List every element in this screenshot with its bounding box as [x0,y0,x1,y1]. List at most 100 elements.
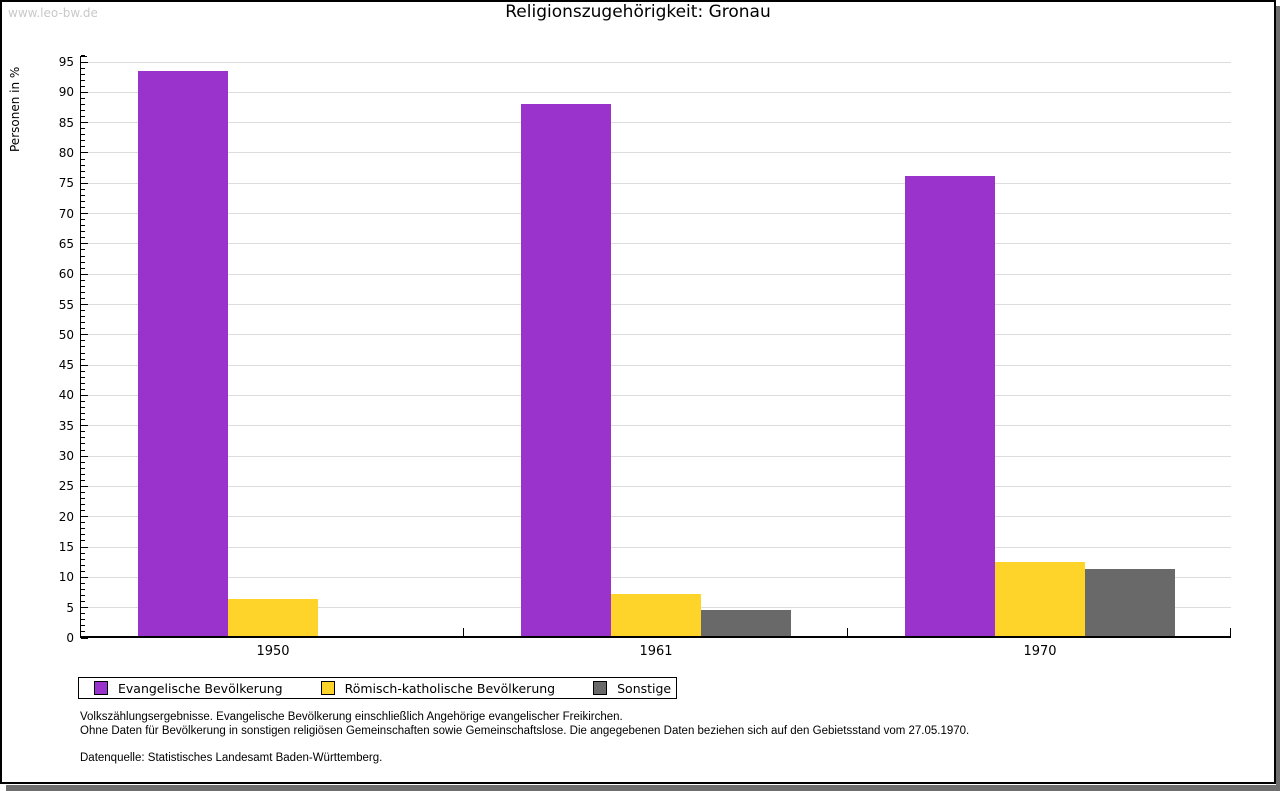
gridline-85 [81,122,1231,124]
bar-1970-series-0 [905,175,995,638]
frame-shadow-right [1276,6,1280,791]
legend-item-0: Evangelische Bevölkerung [94,681,283,696]
y-minor-tick-7 [81,595,85,597]
x-axis-tick-2 [1230,628,1231,636]
y-major-tick-75 [81,182,88,184]
y-major-tick-25 [81,485,88,487]
legend-label: Evangelische Bevölkerung [118,680,283,696]
gridline-35 [81,425,1231,427]
gridline-65 [81,243,1231,245]
gridline-30 [81,455,1231,457]
y-minor-tick-91 [81,85,85,87]
y-minor-tick-82 [81,140,85,142]
y-minor-tick-54 [81,310,85,312]
gridline-80 [81,152,1231,154]
x-axis-tick-1 [847,628,848,636]
y-minor-tick-79 [81,158,85,160]
y-minor-tick-68 [81,225,85,227]
bar-1950-series-1 [228,599,318,638]
y-minor-tick-74 [81,188,85,190]
y-minor-tick-37 [81,413,85,415]
y-axis-top-tick [81,56,87,57]
y-minor-tick-67 [81,231,85,233]
y-minor-tick-21 [81,510,85,512]
y-major-tick-20 [81,516,88,518]
y-minor-tick-23 [81,498,85,500]
x-axis-tick-0 [463,628,464,636]
y-minor-tick-77 [81,170,85,172]
y-minor-tick-12 [81,564,85,566]
bar-1961-series-2 [701,609,791,638]
y-minor-tick-71 [81,207,85,209]
y-minor-tick-52 [81,322,85,324]
y-minor-tick-78 [81,164,85,166]
y-minor-tick-88 [81,103,85,105]
y-minor-tick-29 [81,461,85,463]
y-minor-tick-73 [81,194,85,196]
gridline-70 [81,213,1231,215]
y-tick-label-20: 20 [58,509,74,524]
legend-swatch-icon [94,681,108,695]
y-minor-tick-4 [81,613,85,615]
y-minor-tick-14 [81,552,85,554]
y-tick-label-30: 30 [58,449,74,464]
y-minor-tick-96 [81,55,85,57]
y-minor-tick-31 [81,449,85,451]
y-major-tick-10 [81,576,88,578]
y-major-tick-80 [81,152,88,154]
y-minor-tick-9 [81,582,85,584]
y-minor-tick-94 [81,67,85,69]
y-minor-tick-41 [81,388,85,390]
legend-item-1: Römisch-katholische Bevölkerung [320,680,556,696]
legend-label: Römisch-katholische Bevölkerung [344,680,556,696]
legend-swatch-icon [593,681,608,695]
y-minor-tick-38 [81,407,85,409]
y-minor-tick-3 [81,619,85,621]
y-minor-tick-46 [81,358,85,360]
frame-shadow-bottom [6,785,1276,791]
y-minor-tick-48 [81,346,85,348]
y-minor-tick-93 [81,73,85,75]
y-minor-tick-57 [81,291,85,293]
legend-label: Sonstige [617,680,672,696]
y-tick-label-35: 35 [58,418,74,433]
y-tick-label-95: 95 [58,55,74,69]
y-tick-label-15: 15 [58,540,74,555]
plot-area: 0 5 10 15 20 25 30 35 40 45 50 55 60 65 70 75 80 85 90 95 19… [59,50,1231,659]
y-tick-label-40: 40 [58,388,74,403]
y-major-tick-50 [81,334,88,336]
data-source-line: Datenquelle: Statistisches Landesamt Bad… [80,752,383,764]
y-minor-tick-64 [81,249,85,251]
y-minor-tick-63 [81,255,85,257]
y-minor-tick-42 [81,382,85,384]
y-tick-label-90: 90 [58,85,74,100]
gridline-50 [81,334,1231,336]
y-minor-tick-6 [81,601,85,603]
y-major-tick-85 [81,122,88,124]
y-minor-tick-19 [81,522,85,524]
gridline-15 [81,546,1231,548]
gridline-55 [81,304,1231,306]
y-minor-tick-47 [81,352,85,354]
bar-1961-series-1 [611,594,701,638]
bar-1970-series-1 [995,561,1085,638]
y-minor-tick-44 [81,370,85,372]
legend-item-2: Sonstige [593,681,671,696]
y-minor-tick-49 [81,340,85,342]
x-axis-line [80,636,1231,638]
y-minor-tick-34 [81,431,85,433]
x-category-label-1950: 1950 [256,644,290,659]
y-minor-tick-13 [81,558,85,560]
y-tick-label-60: 60 [58,267,74,282]
y-minor-tick-86 [81,116,85,118]
y-major-tick-90 [81,91,88,93]
y-major-tick-65 [81,243,88,245]
y-major-tick-30 [81,455,88,457]
footnote-line-1: Volkszählungsergebnisse. Evangelische Be… [80,711,623,723]
y-major-tick-15 [81,546,88,548]
y-minor-tick-36 [81,419,85,421]
y-minor-tick-62 [81,261,85,263]
y-minor-tick-59 [81,279,85,281]
y-minor-tick-87 [81,110,85,112]
